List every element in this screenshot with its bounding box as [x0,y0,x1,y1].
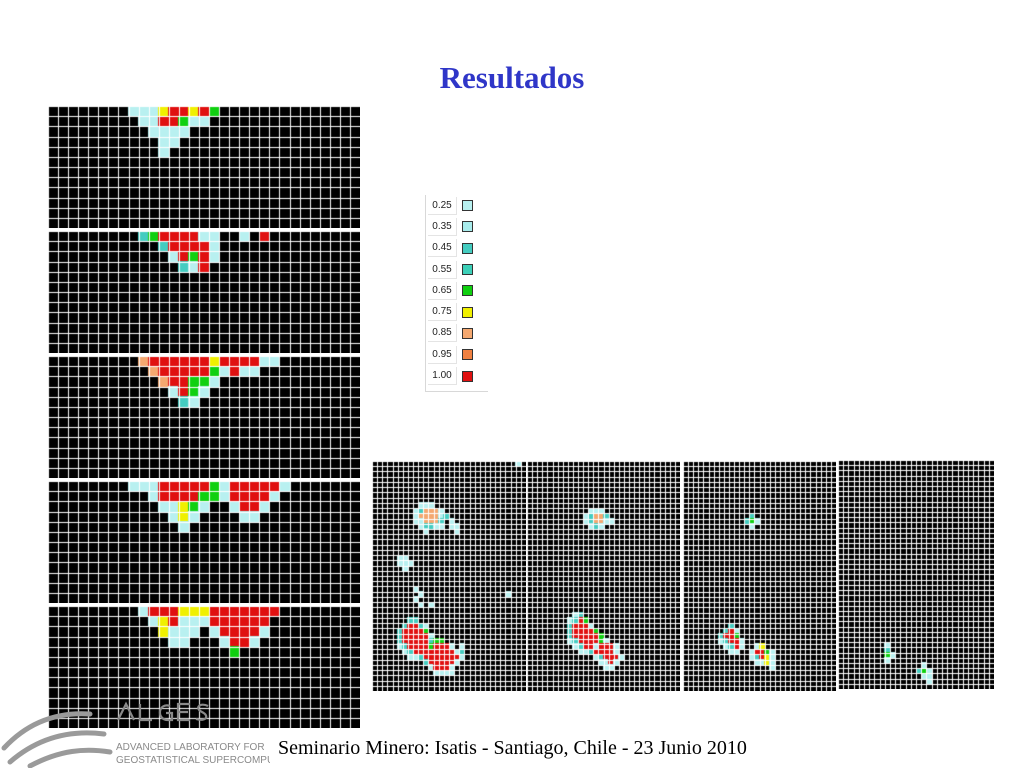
legend-row: 0.25 [426,195,488,216]
plan-grid-1 [372,461,526,691]
legend-swatch [462,327,473,339]
plan-grid-2 [527,461,680,691]
legend-label: 0.75 [428,303,457,322]
section-grid-2 [48,231,360,353]
legend-swatch [462,242,473,254]
footer-text: Seminario Minero: Isatis - Santiago, Chi… [278,737,747,759]
legend-row: 1.00 [426,365,488,386]
plan-grid-4 [838,460,994,689]
logo-wordmark-icon [117,701,209,722]
legend-swatch [462,349,473,361]
logo-line-1: ADVANCED LABORATORY FOR [116,742,265,753]
legend-label: 0.85 [428,324,457,343]
logo-line-2: GEOSTATISTICAL SUPERCOMPUTING [116,755,270,766]
legend-swatch [462,306,473,318]
legend-row: 0.85 [426,323,488,344]
legend-row: 0.35 [426,216,488,237]
legend-swatch [462,200,473,212]
legend-row: 0.55 [426,259,488,280]
slide-title: Resultados [439,60,585,95]
section-grid-1 [48,106,360,228]
legend-swatch [462,264,473,276]
color-legend: 0.25 0.35 0.45 0.55 0.65 0.75 0.85 0.95 1.00 [425,195,488,392]
section-grid-3 [48,356,360,478]
alges-logo: ADVANCED LABORATORY FOR GEOSTATISTICAL S… [1,701,270,768]
legend-label: 0.35 [428,217,457,236]
legend-label: 0.45 [428,239,457,258]
section-grid-5 [48,606,360,728]
section-grid-4 [48,481,360,603]
legend-row: 0.95 [426,344,488,365]
legend-swatch [462,370,473,382]
legend-label: 0.55 [428,260,457,279]
legend-label: 0.25 [428,196,457,215]
legend-label: 1.00 [428,367,457,386]
logo-mark-icon [1,711,113,768]
legend-row: 0.65 [426,280,488,301]
legend-label: 0.65 [428,281,457,300]
legend-row: 0.45 [426,238,488,259]
legend-row: 0.75 [426,301,488,322]
legend-swatch [462,285,473,297]
plan-grid-3 [683,461,836,691]
legend-label: 0.95 [428,345,457,364]
legend-swatch [462,221,473,233]
